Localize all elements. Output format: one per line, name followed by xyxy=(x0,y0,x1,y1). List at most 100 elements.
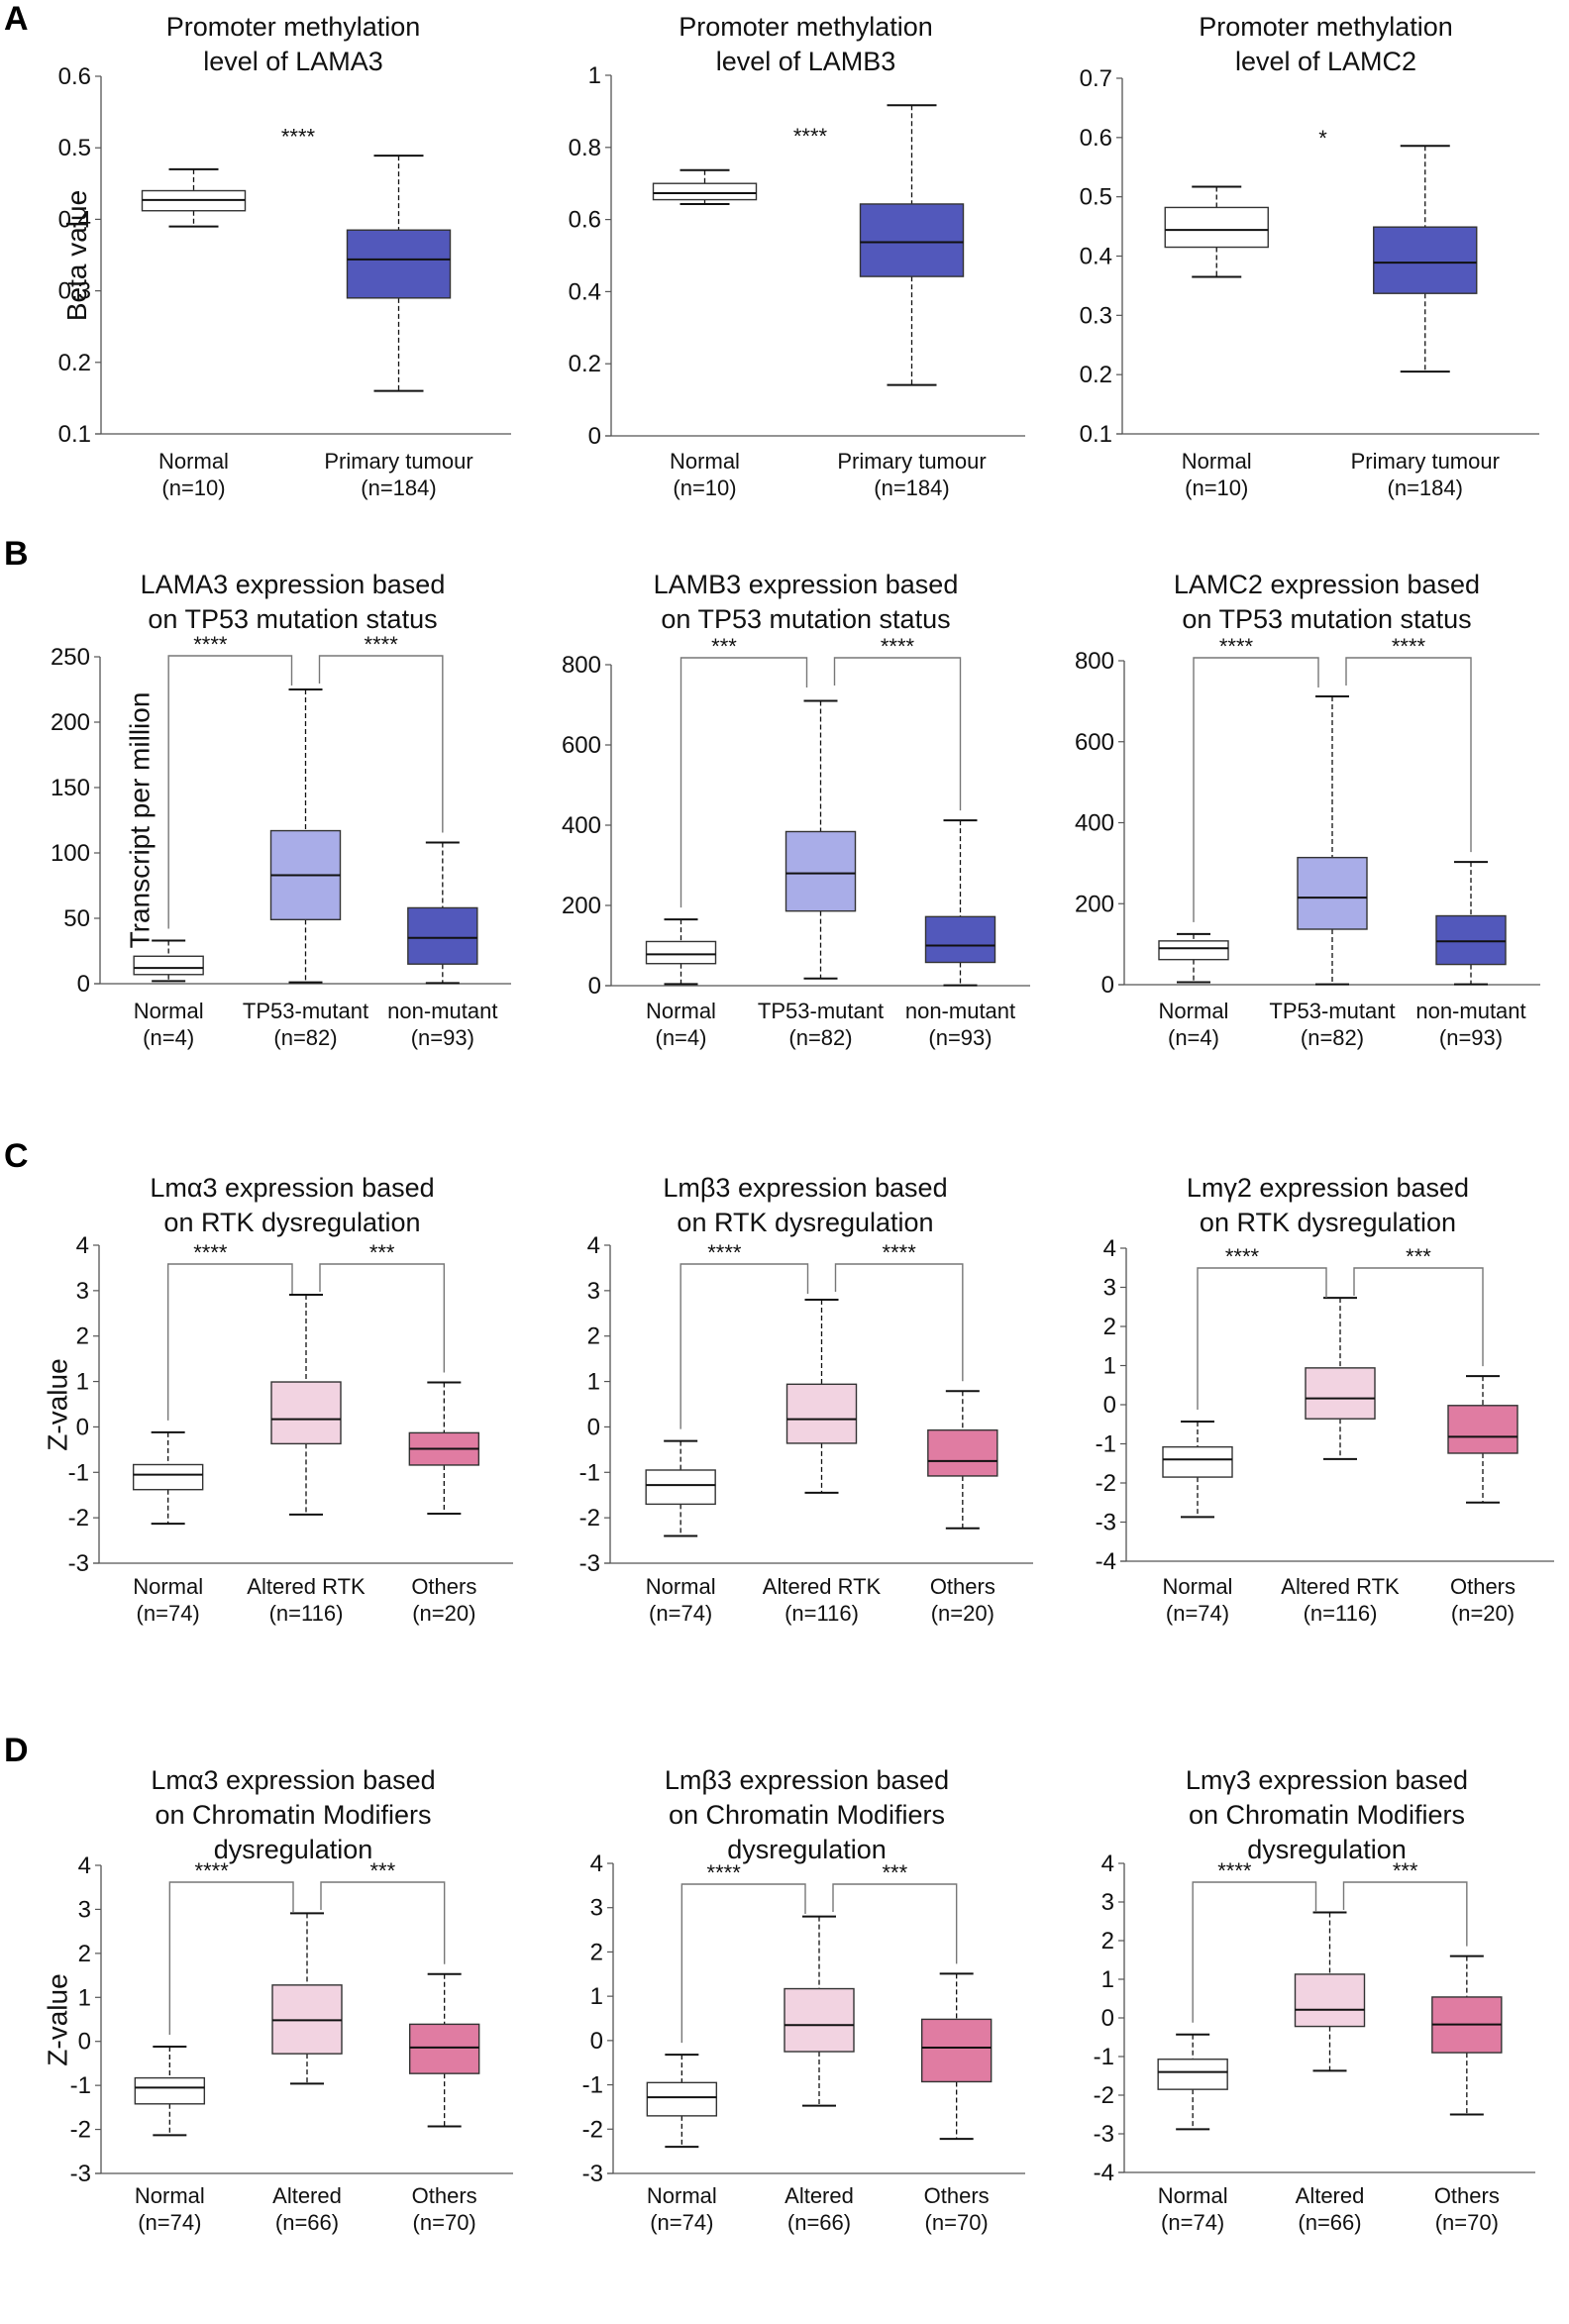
panel-label-d: D xyxy=(4,1732,29,1769)
plot-area: 050100150200250Normal(n=4)TP53-mutant(n=… xyxy=(51,632,511,1050)
x-category-n: (n=66) xyxy=(275,2210,339,2235)
iqr-box xyxy=(133,955,204,976)
significance-bracket xyxy=(680,1883,806,2044)
box-normal xyxy=(141,167,247,228)
plot-area: -3 -2 -1 0 1 2 3 4 Normal(n=74) Altered RTK(n=116… xyxy=(579,1232,1033,1626)
significance-stars: *** xyxy=(711,634,737,659)
y-tick-label: -2 xyxy=(70,2117,91,2144)
significance-bracket xyxy=(1353,1267,1484,1367)
x-category-n: (n=20) xyxy=(412,1601,475,1626)
x-category-n: (n=70) xyxy=(925,2210,989,2235)
box-others xyxy=(408,1972,480,2128)
iqr-box xyxy=(270,1381,342,1445)
x-category-n: (n=74) xyxy=(649,1601,712,1626)
y-tick-label: -1 xyxy=(582,2072,603,2099)
x-category-label: non-mutant xyxy=(905,999,1015,1023)
iqr-box xyxy=(1305,1367,1376,1420)
x-category-label: Normal xyxy=(1159,999,1229,1023)
y-tick-label: -2 xyxy=(579,1505,600,1532)
significance-stars: *** xyxy=(1406,1244,1431,1269)
iqr-box xyxy=(859,203,965,277)
chart-lamb3-methylation: Promoter methylation level of LAMB3 0 0.2 0… xyxy=(525,0,1040,515)
box-normal xyxy=(1162,1420,1233,1519)
x-category-n: (n=74) xyxy=(650,2210,713,2235)
y-tick-label: 0.8 xyxy=(569,135,601,161)
x-category-n: (n=10) xyxy=(673,475,736,500)
x-category-n: (n=184) xyxy=(874,475,949,500)
plot-area: 0.1 0.2 0.3 0.4 0.5 0.6 Normal(n=10) Primary tu… xyxy=(58,63,511,500)
box-normal xyxy=(645,918,717,986)
significance-bracket xyxy=(832,1883,958,1964)
x-category-n: (n=93) xyxy=(411,1025,474,1050)
y-tick-label: 1 xyxy=(1103,1353,1116,1380)
y-tick-label: 0.3 xyxy=(1080,302,1112,329)
y-tick-label: 4 xyxy=(78,1852,91,1879)
box-normal xyxy=(1158,932,1229,984)
significance-bracket xyxy=(319,1263,446,1373)
y-tick-label: -4 xyxy=(1094,2160,1114,2186)
iqr-box xyxy=(134,2076,206,2105)
significance-bracket xyxy=(680,657,808,908)
x-category-n: (n=66) xyxy=(1298,2210,1361,2235)
chart-lmg2-rtk: Lmγ2 expression based on RTK dysregulati… xyxy=(1040,1119,1569,1704)
y-tick-label: 4 xyxy=(1101,1850,1114,1877)
significance-bracket xyxy=(1193,657,1319,922)
y-tick-label: 0 xyxy=(588,973,601,1000)
y-tick-label: 200 xyxy=(51,709,90,736)
y-tick-label: 0 xyxy=(590,2028,603,2055)
x-category-n: (n=82) xyxy=(273,1025,337,1050)
y-tick-label: 1 xyxy=(76,1369,89,1396)
y-tick-label: 0.6 xyxy=(569,207,601,234)
significance-stars: *** xyxy=(369,1858,395,1883)
significance-stars: **** xyxy=(707,1240,742,1265)
chart-title: LAMA3 expression based on TP53 mutation … xyxy=(140,570,446,634)
y-tick-label: 3 xyxy=(587,1278,600,1305)
y-tick-label: 150 xyxy=(51,775,90,801)
significance-stars: **** xyxy=(193,632,228,657)
iqr-box xyxy=(1158,940,1229,961)
y-tick-label: 0 xyxy=(76,1414,89,1440)
box-normal xyxy=(134,2046,206,2137)
plot-area: 0 0.2 0.4 0.6 0.8 1 Normal(n=10) Primary tumour… xyxy=(569,62,1025,500)
y-tick-label: 0.2 xyxy=(58,350,91,376)
x-category-label: TP53-mutant xyxy=(758,999,884,1023)
y-tick-label: 250 xyxy=(51,644,90,671)
y-tick-label: -1 xyxy=(70,2072,91,2099)
x-category-n: (n=70) xyxy=(413,2210,476,2235)
iqr-box xyxy=(920,2018,993,2083)
significance-bracket xyxy=(1192,1881,1317,2023)
box-others xyxy=(408,1381,480,1516)
x-category-label: Normal xyxy=(670,449,740,474)
iqr-box xyxy=(1157,2059,1228,2090)
y-tick-label: 2 xyxy=(76,1323,89,1350)
y-tick-label: -4 xyxy=(1096,1548,1116,1575)
y-tick-label: 0.5 xyxy=(58,135,91,161)
x-category-n: (n=184) xyxy=(1388,475,1463,500)
chart-lmb3-rtk: Lmβ3 expression based on RTK dysregulati… xyxy=(525,1119,1040,1704)
y-tick-label: 2 xyxy=(590,1939,603,1965)
significance-stars: **** xyxy=(365,632,399,657)
x-category-label: non-mutant xyxy=(387,999,497,1023)
box-primary-tumour xyxy=(1373,145,1478,373)
box-primary-tumour xyxy=(346,155,452,392)
x-category-label: Altered xyxy=(784,2183,854,2208)
iqr-box xyxy=(927,1428,998,1477)
x-category-label: Altered xyxy=(1296,2183,1365,2208)
y-tick-label: 0.4 xyxy=(569,278,601,305)
significance-stars: **** xyxy=(1225,1244,1260,1269)
plot-area: -4 -3 -2 -1 0 1 2 3 4 Normal(n=74) Altered(n=66) Ot… xyxy=(1094,1850,1535,2235)
significance-bracket xyxy=(167,655,293,929)
iqr-box xyxy=(1164,206,1269,249)
x-category-label: Normal xyxy=(646,999,716,1023)
chart-title: Lmβ3 expression based on RTK dysregulati… xyxy=(663,1173,948,1237)
y-tick-label: 0.4 xyxy=(1080,244,1112,270)
significance-stars: **** xyxy=(793,124,828,149)
x-category-label: Others xyxy=(930,1574,995,1599)
significance-bracket xyxy=(834,1263,964,1382)
x-category-label: Others xyxy=(411,1574,476,1599)
x-category-label: non-mutant xyxy=(1415,999,1525,1023)
significance-stars: **** xyxy=(1217,1858,1252,1883)
significance-stars: *** xyxy=(882,1860,907,1885)
chart-lamb3-tp53: LAMB3 expression based on TP53 mutation … xyxy=(525,535,1040,1100)
panel-label-a: A xyxy=(4,0,29,38)
